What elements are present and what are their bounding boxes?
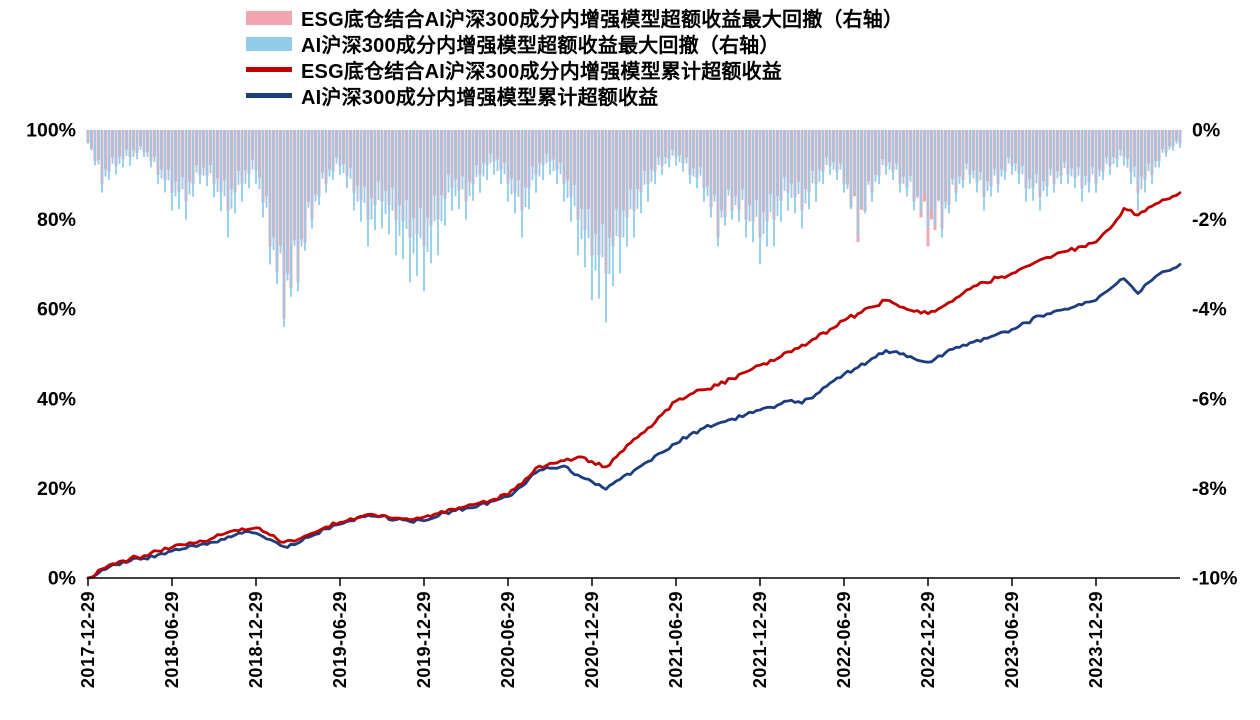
- right-axis-tick-label: -8%: [1192, 478, 1227, 500]
- left-axis-tick-label: 80%: [37, 209, 76, 231]
- x-axis-tick-label: 2018-06-29: [162, 591, 182, 688]
- x-axis-tick-label: 2019-06-29: [330, 591, 350, 688]
- legend-item-ai-drawdown: AI沪深300成分内增强模型超额收益最大回撤（右轴）: [246, 32, 903, 57]
- left-axis-tick-label: 40%: [37, 388, 76, 410]
- legend-label-esg-drawdown: ESG底仓结合AI沪深300成分内增强模型超额收益最大回撤（右轴）: [301, 9, 904, 31]
- x-axis-tick-label: 2017-12-29: [78, 591, 98, 688]
- x-axis-tick-label: 2022-06-29: [834, 591, 854, 688]
- legend-swatch-ai-cumulative-line: [246, 93, 292, 98]
- legend-swatch-ai-drawdown-bar: [246, 36, 292, 51]
- x-axis-tick-label: 2021-12-29: [750, 591, 770, 688]
- line-esg-cumulative: [86, 191, 1182, 580]
- line-ai-cumulative: [86, 262, 1182, 580]
- left-axis-tick-label: 100%: [26, 120, 76, 142]
- legend-item-esg-cumulative: ESG底仓结合AI沪深300成分内增强模型累计超额收益: [246, 58, 903, 83]
- x-axis: [87, 577, 1180, 586]
- legend-item-ai-cumulative: AI沪深300成分内增强模型累计超额收益: [246, 84, 903, 109]
- legend-swatch-esg-cumulative-line: [246, 67, 292, 72]
- right-axis-tick-label: -2%: [1192, 209, 1227, 231]
- legend-swatch-esg-drawdown-bar: [246, 10, 292, 25]
- left-axis-tick-label: 0%: [48, 568, 76, 590]
- right-axis-tick-label: -6%: [1192, 388, 1227, 410]
- x-axis-tick-label: 2018-12-29: [246, 591, 266, 688]
- right-axis-tick-label: -10%: [1192, 568, 1238, 590]
- left-axis-tick-label: 60%: [37, 299, 76, 321]
- x-axis-tick-label: 2021-06-29: [666, 591, 686, 688]
- x-axis-tick-label: 2022-12-29: [918, 591, 938, 688]
- x-axis-tick-label: 2020-12-29: [582, 591, 602, 688]
- legend-label-ai-drawdown: AI沪深300成分内增强模型超额收益最大回撤（右轴）: [301, 35, 780, 57]
- x-axis-tick-label: 2023-12-29: [1086, 591, 1106, 688]
- x-axis-tick-label: 2019-12-29: [414, 591, 434, 688]
- chart-legend: ESG底仓结合AI沪深300成分内增强模型超额收益最大回撤（右轴） AI沪深30…: [246, 6, 904, 109]
- left-axis-tick-label: 20%: [37, 478, 76, 500]
- legend-label-ai-cumulative: AI沪深300成分内增强模型累计超额收益: [301, 87, 659, 109]
- x-axis-tick-label: 2023-06-29: [1002, 591, 1022, 688]
- drawdown-bars-ai: [87, 130, 1181, 328]
- right-axis-tick-label: 0%: [1192, 120, 1220, 142]
- legend-label-esg-cumulative: ESG底仓结合AI沪深300成分内增强模型累计超额收益: [301, 61, 783, 83]
- legend-item-esg-drawdown: ESG底仓结合AI沪深300成分内增强模型超额收益最大回撤（右轴）: [246, 6, 904, 31]
- right-axis-tick-label: -4%: [1192, 299, 1227, 321]
- x-axis-tick-label: 2020-06-29: [498, 591, 518, 688]
